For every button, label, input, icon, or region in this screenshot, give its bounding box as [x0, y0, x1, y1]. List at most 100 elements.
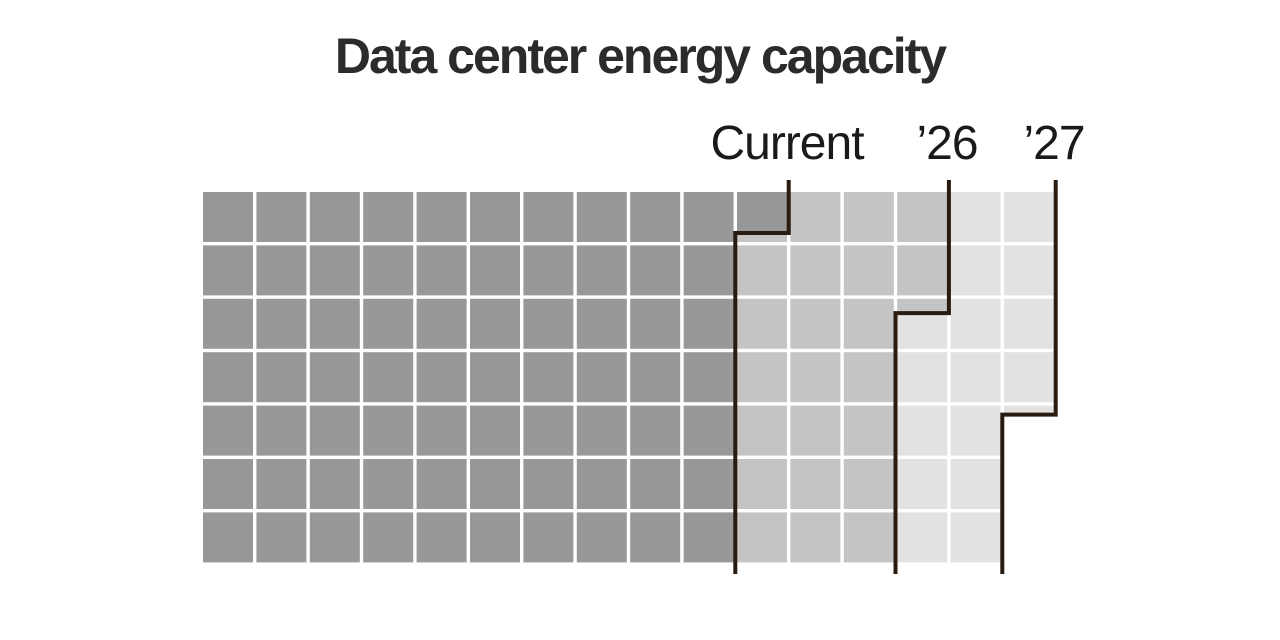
waffle-cell: [1004, 298, 1054, 349]
waffle-cell: [630, 512, 681, 563]
waffle-cell: [470, 512, 520, 563]
waffle-cell: [416, 245, 467, 296]
waffle-cell: [256, 245, 307, 296]
waffle-cell: [897, 459, 948, 509]
waffle-cell: [630, 245, 681, 296]
waffle-cell: [897, 352, 948, 403]
waffle-cell: [950, 405, 1001, 456]
waffle-cell: [309, 192, 360, 242]
waffle-cell: [950, 192, 1001, 242]
waffle-cell: [203, 512, 253, 563]
waffle-cell: [737, 459, 787, 509]
waffle-cell: [203, 459, 253, 509]
waffle-cell: [416, 298, 467, 349]
waffle-cell: [256, 405, 307, 456]
waffle-cell: [630, 459, 681, 509]
waffle-cell: [523, 298, 574, 349]
waffle-cell: [470, 192, 520, 242]
waffle-cells: [203, 192, 1054, 563]
waffle-cell: [950, 352, 1001, 403]
waffle-cell: [470, 405, 520, 456]
waffle-cell: [737, 512, 787, 563]
waffle-cell: [950, 245, 1001, 296]
waffle-cell: [790, 245, 841, 296]
waffle-cell: [843, 192, 894, 242]
waffle-cell: [897, 192, 948, 242]
waffle-cell: [523, 405, 574, 456]
waffle-cell: [683, 192, 734, 242]
waffle-cell: [203, 192, 253, 242]
waffle-cell: [737, 232, 787, 242]
waffle-cell: [790, 459, 841, 509]
waffle-cell: [256, 512, 307, 563]
waffle-cell: [843, 298, 894, 349]
waffle-cell: [683, 298, 734, 349]
waffle-cell: [256, 298, 307, 349]
waffle-cell: [1004, 405, 1054, 415]
waffle-cell: [203, 405, 253, 456]
waffle-cell: [363, 245, 414, 296]
waffle-cell: [843, 245, 894, 296]
waffle-cell: [470, 245, 520, 296]
waffle-cell: [203, 245, 253, 296]
waffle-cell: [576, 352, 627, 403]
boundary-line-y27: [1000, 180, 1058, 574]
waffle-cell: [683, 245, 734, 296]
waffle-cell: [416, 352, 467, 403]
waffle-cell: [897, 298, 948, 313]
waffle-cell: [1004, 245, 1054, 296]
waffle-cell: [470, 298, 520, 349]
waffle-cell: [363, 459, 414, 509]
waffle-cell: [683, 459, 734, 509]
waffle-cell: [897, 245, 948, 296]
waffle-cell: [576, 298, 627, 349]
waffle-cell: [737, 245, 787, 296]
waffle-cell: [416, 405, 467, 456]
waffle-cell: [416, 512, 467, 563]
waffle-cell: [416, 459, 467, 509]
waffle-cell: [630, 298, 681, 349]
label-2026: ’26: [916, 117, 977, 170]
boundary-lines: [733, 180, 1058, 574]
waffle-cell: [256, 352, 307, 403]
waffle-cell: [309, 512, 360, 563]
waffle-cell: [790, 512, 841, 563]
waffle-cell: [950, 512, 1001, 563]
waffle-cell: [683, 512, 734, 563]
waffle-cell: [630, 192, 681, 242]
waffle-cell: [790, 192, 841, 242]
label-2027: ’27: [1023, 117, 1084, 170]
waffle-cell: [309, 245, 360, 296]
waffle-cell: [363, 512, 414, 563]
waffle-cell: [416, 192, 467, 242]
waffle-cell: [363, 405, 414, 456]
waffle-cell: [256, 459, 307, 509]
waffle-cell: [843, 512, 894, 563]
waffle-cell: [1004, 192, 1054, 242]
waffle-cell: [363, 298, 414, 349]
waffle-cell: [576, 512, 627, 563]
waffle-cell: [683, 352, 734, 403]
waffle-cell: [630, 405, 681, 456]
waffle-cell: [843, 352, 894, 403]
waffle-cell: [309, 459, 360, 509]
waffle-cell: [363, 352, 414, 403]
waffle-cell: [897, 312, 948, 349]
waffle-cell: [897, 405, 948, 456]
waffle-cell: [256, 192, 307, 242]
waffle-cell: [950, 298, 1001, 349]
waffle-cell: [737, 298, 787, 349]
waffle-cell: [203, 352, 253, 403]
waffle-cell: [737, 192, 787, 233]
waffle-cell: [1004, 352, 1054, 403]
waffle-cell: [309, 405, 360, 456]
waffle-cell: [737, 352, 787, 403]
waffle-cell: [523, 192, 574, 242]
waffle-cell: [523, 245, 574, 296]
waffle-cell: [843, 405, 894, 456]
waffle-cell: [309, 352, 360, 403]
waffle-cell: [576, 245, 627, 296]
waffle-cell: [470, 459, 520, 509]
waffle-cell: [203, 298, 253, 349]
waffle-cell: [737, 405, 787, 456]
